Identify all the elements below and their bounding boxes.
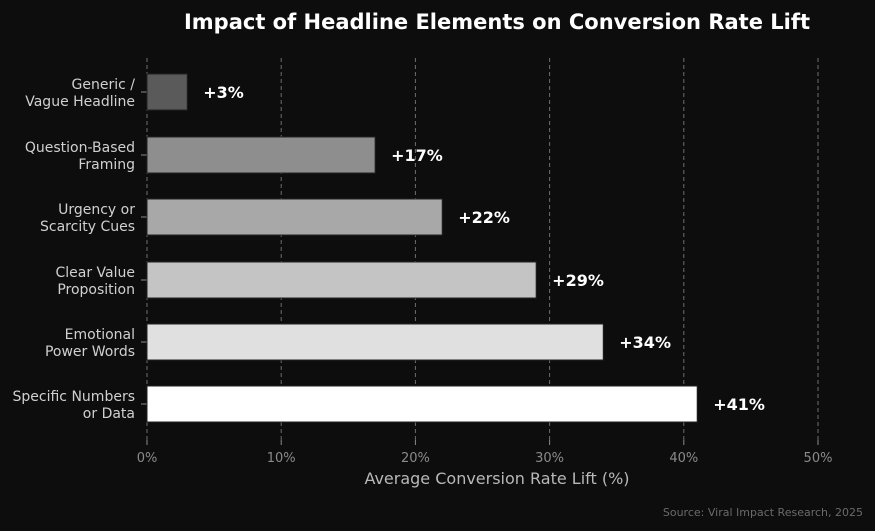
x-tick-label: 20% [401, 451, 430, 466]
category-label: Generic / Vague Headline [25, 77, 135, 110]
category-label: Question-Based Framing [25, 140, 135, 173]
category-label-line: Generic / [72, 77, 136, 93]
x-tick-label: 40% [669, 451, 698, 466]
category-label-line: or Data [83, 406, 135, 422]
data-label: +29% [552, 271, 604, 290]
category-label: Emotional Power Words [45, 327, 135, 360]
chart-title: Impact of Headline Elements on Conversio… [184, 10, 810, 34]
category-label-line: Urgency or [58, 202, 135, 218]
category-label: Clear Value Proposition [55, 265, 135, 298]
data-label: +3% [203, 83, 244, 102]
category-label-line: Proposition [57, 282, 135, 298]
labels: 0% 10% 20% 30% 40% 50% Generic / Vague Headline… [13, 77, 833, 466]
source-note: Source: Viral Impact Research, 2025 [663, 506, 863, 519]
category-label-line: Vague Headline [25, 94, 135, 110]
category-label-line: Clear Value [55, 265, 135, 281]
grid-lines [141, 58, 819, 445]
x-tick-label: 50% [804, 451, 833, 466]
bar [146, 198, 443, 236]
category-label-line: Scarcity Cues [40, 219, 135, 235]
bar [146, 136, 376, 174]
category-label-line: Power Words [45, 344, 135, 360]
category-label-line: Emotional [65, 327, 135, 343]
data-label: +34% [619, 333, 671, 352]
category-label: Specific Numbers or Data [13, 389, 135, 422]
bar [146, 323, 604, 361]
x-axis-label: Average Conversion Rate Lift (%) [364, 469, 629, 488]
data-label: +22% [458, 208, 510, 227]
category-label-line: Question-Based [25, 140, 135, 156]
category-label: Urgency or Scarcity Cues [40, 202, 135, 235]
x-tick-label: 0% [137, 451, 158, 466]
bar [146, 73, 188, 111]
category-label-line: Specific Numbers [13, 389, 135, 405]
x-tick-label: 10% [267, 451, 296, 466]
bar [146, 261, 537, 299]
category-label-line: Framing [78, 157, 135, 173]
data-label: +41% [713, 395, 765, 414]
bars [146, 73, 698, 423]
x-tick-label: 30% [535, 451, 564, 466]
data-label: +17% [391, 146, 443, 165]
bar [146, 385, 698, 423]
